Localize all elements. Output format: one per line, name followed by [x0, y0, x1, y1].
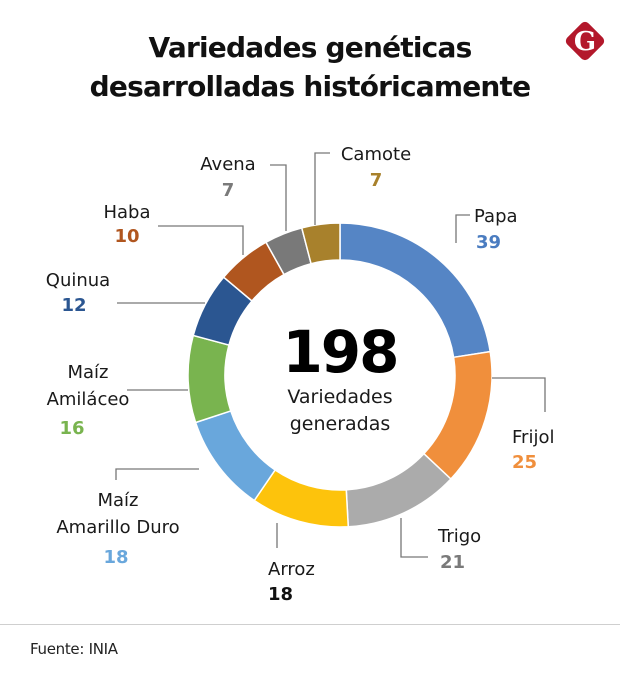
leader-line-camote — [314, 152, 330, 225]
leader-line-frijol — [492, 377, 546, 412]
slice-value-haba: 10 — [114, 226, 139, 247]
slice-value-quinua: 12 — [61, 295, 86, 316]
slice-label-frijol: Frijol — [512, 427, 554, 448]
leader-line-papa — [455, 214, 470, 243]
slice-label-quinua: Quinua — [46, 270, 110, 291]
slice-label-maiz-amarillo-duro-line-2: Amarillo Duro — [56, 517, 179, 538]
slice-value-camote: 7 — [370, 170, 383, 191]
slice-value-papa: 39 — [476, 232, 501, 253]
slice-value-avena: 7 — [222, 180, 235, 201]
slice-label-maiz-amilaceo-line-1: Maíz — [67, 362, 108, 383]
slice-camote — [300, 222, 341, 265]
slice-value-maiz-amarillo-duro: 18 — [103, 547, 128, 568]
center-caption-line-1: Variedades — [287, 386, 392, 408]
chart-title: Variedades genéticas desarrolladas histó… — [0, 28, 620, 106]
slice-trigo — [345, 452, 452, 528]
slice-labels: Papa 39 Frijol 25 Trigo 21 Arroz 18 Maíz Amarillo… — [46, 144, 555, 605]
slice-label-trigo: Trigo — [437, 526, 481, 547]
logo-letter: G — [574, 27, 596, 57]
slice-maiz-amilaceo — [187, 334, 232, 424]
slice-label-camote: Camote — [341, 144, 411, 165]
slice-value-arroz: 18 — [268, 584, 293, 605]
leader-line-trigo — [400, 518, 428, 558]
title-line-2: desarrolladas históricamente — [89, 70, 531, 103]
leader-line-maiz-amarillo-duro — [115, 468, 199, 480]
slice-value-frijol: 25 — [512, 452, 537, 473]
slice-label-arroz: Arroz — [268, 559, 315, 580]
leader-line-avena — [270, 164, 287, 231]
slice-label-haba: Haba — [103, 202, 150, 223]
center-caption-line-2: generadas — [290, 413, 391, 435]
source-note: Fuente: INIA — [30, 640, 118, 658]
slice-label-papa: Papa — [474, 206, 518, 227]
slice-label-maiz-amarillo-duro-line-1: Maíz — [97, 490, 138, 511]
title-line-1: Variedades genéticas — [148, 31, 473, 64]
footer-divider — [0, 624, 620, 625]
slice-value-trigo: 21 — [440, 552, 465, 573]
leader-line-haba — [158, 225, 244, 255]
slice-label-avena: Avena — [200, 154, 255, 175]
slice-value-maiz-amilaceo: 16 — [59, 418, 84, 439]
leader-lines — [115, 152, 546, 558]
donut-chart: Papa 39 Frijol 25 Trigo 21 Arroz 18 Maíz Amarillo… — [46, 144, 555, 605]
slice-maiz-amarillo-duro — [194, 409, 277, 502]
slice-label-maiz-amilaceo-line-2: Amiláceo — [47, 389, 130, 410]
brand-logo-icon: G — [565, 21, 605, 61]
slice-frijol — [422, 350, 493, 481]
donut-slices — [187, 222, 493, 528]
center-total: 198 — [282, 318, 397, 386]
